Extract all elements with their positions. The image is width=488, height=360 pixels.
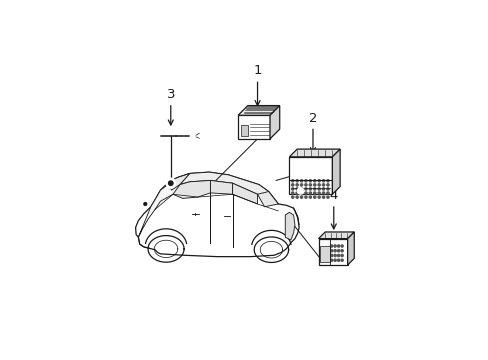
Circle shape	[308, 180, 311, 182]
Circle shape	[326, 180, 328, 182]
Circle shape	[300, 196, 302, 198]
Circle shape	[291, 192, 293, 194]
Circle shape	[297, 188, 303, 194]
Polygon shape	[232, 183, 257, 204]
Circle shape	[317, 196, 320, 198]
Polygon shape	[180, 172, 278, 204]
Circle shape	[330, 245, 332, 247]
Circle shape	[313, 196, 315, 198]
Polygon shape	[238, 115, 269, 139]
Text: 3: 3	[166, 88, 175, 101]
Polygon shape	[285, 212, 294, 240]
Text: 2: 2	[308, 112, 317, 125]
Circle shape	[326, 184, 328, 186]
Text: 1: 1	[253, 64, 261, 77]
Circle shape	[333, 249, 336, 252]
Circle shape	[304, 192, 306, 194]
Polygon shape	[318, 232, 354, 239]
Circle shape	[322, 180, 324, 182]
Circle shape	[291, 180, 293, 182]
Polygon shape	[138, 174, 211, 237]
Circle shape	[308, 188, 311, 190]
Circle shape	[295, 192, 298, 194]
Polygon shape	[173, 180, 210, 198]
Polygon shape	[332, 149, 340, 194]
Circle shape	[308, 192, 311, 194]
Circle shape	[326, 192, 328, 194]
Circle shape	[190, 132, 197, 140]
Bar	[319, 246, 329, 262]
Polygon shape	[135, 172, 299, 257]
Circle shape	[333, 255, 336, 257]
Circle shape	[295, 196, 298, 198]
Circle shape	[165, 178, 175, 188]
Circle shape	[300, 192, 302, 194]
Circle shape	[168, 181, 173, 185]
Circle shape	[337, 259, 339, 261]
Polygon shape	[318, 239, 347, 265]
Circle shape	[313, 188, 315, 190]
Circle shape	[304, 180, 306, 182]
Circle shape	[337, 245, 339, 247]
Circle shape	[300, 180, 302, 182]
Circle shape	[317, 180, 320, 182]
Polygon shape	[257, 192, 278, 207]
Polygon shape	[289, 149, 340, 157]
Circle shape	[322, 196, 324, 198]
Circle shape	[300, 188, 302, 190]
Circle shape	[330, 249, 332, 252]
Circle shape	[340, 245, 343, 247]
Circle shape	[304, 196, 306, 198]
Circle shape	[340, 249, 343, 252]
Circle shape	[313, 184, 315, 186]
Circle shape	[322, 188, 324, 190]
Polygon shape	[238, 105, 279, 115]
Circle shape	[291, 184, 293, 186]
Circle shape	[322, 192, 324, 194]
Circle shape	[295, 180, 298, 182]
Text: 4: 4	[329, 189, 337, 202]
Circle shape	[291, 196, 293, 198]
Circle shape	[313, 180, 315, 182]
Circle shape	[143, 203, 146, 205]
Circle shape	[326, 196, 328, 198]
Circle shape	[317, 188, 320, 190]
Circle shape	[295, 184, 298, 186]
Circle shape	[304, 184, 306, 186]
Circle shape	[337, 255, 339, 257]
Polygon shape	[269, 105, 279, 139]
Circle shape	[340, 259, 343, 261]
Circle shape	[308, 184, 311, 186]
Circle shape	[330, 259, 332, 261]
Circle shape	[291, 188, 293, 190]
Circle shape	[326, 188, 328, 190]
Circle shape	[340, 255, 343, 257]
Polygon shape	[167, 174, 189, 190]
Circle shape	[308, 196, 311, 198]
Circle shape	[300, 184, 302, 186]
Bar	[241, 125, 247, 136]
Circle shape	[322, 184, 324, 186]
Polygon shape	[289, 157, 332, 194]
Circle shape	[330, 255, 332, 257]
Circle shape	[295, 188, 298, 190]
Polygon shape	[210, 180, 232, 194]
Circle shape	[333, 259, 336, 261]
Circle shape	[337, 249, 339, 252]
Circle shape	[304, 188, 306, 190]
Circle shape	[317, 192, 320, 194]
Circle shape	[317, 184, 320, 186]
Circle shape	[313, 192, 315, 194]
Polygon shape	[347, 232, 354, 265]
Circle shape	[333, 245, 336, 247]
